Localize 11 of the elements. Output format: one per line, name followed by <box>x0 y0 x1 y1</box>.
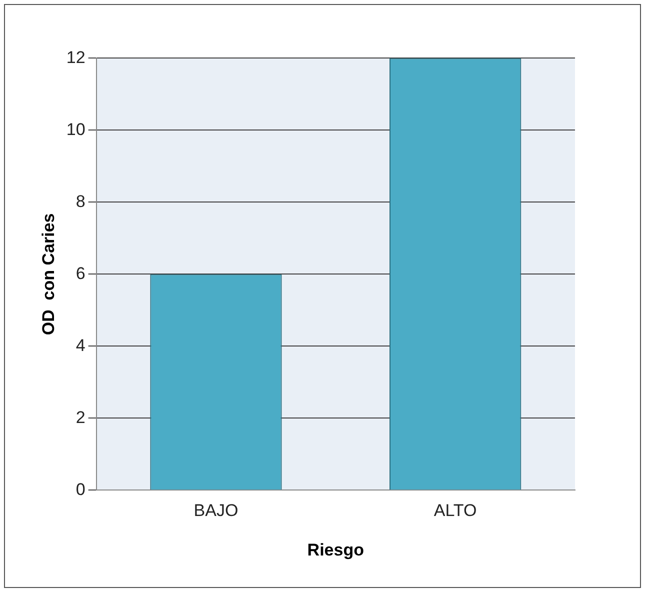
y-tick-label: 4 <box>76 336 86 355</box>
x-axis-title: Riesgo <box>307 540 364 560</box>
x-tick-label: BAJO <box>194 501 238 520</box>
y-tick-label: 8 <box>76 192 86 211</box>
y-tick-label: 2 <box>76 408 86 427</box>
y-tick-label: 12 <box>66 48 86 67</box>
y-tick-label: 10 <box>66 120 86 139</box>
y-tick-label: 6 <box>76 264 86 283</box>
x-tick-label: ALTO <box>434 501 477 520</box>
y-tick-label: 0 <box>76 480 86 499</box>
y-axis-title: OD con Caries <box>38 213 58 336</box>
